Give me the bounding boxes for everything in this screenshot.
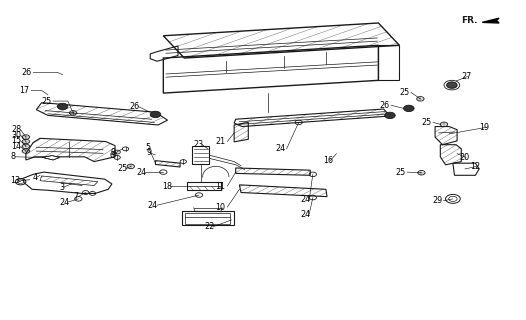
Circle shape [150,111,161,118]
Text: 25: 25 [396,168,406,177]
Text: 25: 25 [400,88,410,97]
Circle shape [447,82,457,88]
Text: 24: 24 [59,197,69,206]
Text: 9: 9 [111,148,116,157]
Text: 14: 14 [11,142,21,151]
Text: 15: 15 [11,136,22,145]
Text: 26: 26 [129,102,139,111]
Circle shape [403,105,414,112]
Text: 6: 6 [110,151,115,160]
Text: 3: 3 [59,183,65,192]
Text: 7: 7 [73,192,78,201]
Text: 26: 26 [380,101,390,110]
Text: 23: 23 [194,140,204,149]
Text: 12: 12 [470,162,480,171]
Text: 25: 25 [422,118,432,127]
Text: 19: 19 [479,123,489,132]
Polygon shape [43,156,59,160]
Text: FR.: FR. [461,16,478,25]
Text: 25: 25 [117,164,127,173]
Text: 24: 24 [148,201,158,210]
Text: 4: 4 [32,173,37,182]
Circle shape [57,103,68,110]
Text: 24: 24 [136,168,146,177]
Text: 24: 24 [301,210,311,219]
Text: 28: 28 [11,125,22,134]
Text: 21: 21 [215,137,225,146]
Text: 11: 11 [215,182,225,191]
Text: 17: 17 [19,86,29,95]
Text: 9: 9 [147,148,151,157]
Text: 24: 24 [275,144,285,153]
Text: 22: 22 [204,222,215,231]
Polygon shape [482,18,499,23]
Text: 26: 26 [21,68,31,77]
Text: 10: 10 [215,203,225,212]
Circle shape [385,112,395,119]
Text: 5: 5 [145,143,150,152]
Text: 8: 8 [10,152,15,161]
Text: 16: 16 [323,156,333,165]
Text: 27: 27 [461,72,471,81]
Text: 30: 30 [11,131,21,140]
Text: 20: 20 [460,153,470,162]
Text: 24: 24 [301,195,311,204]
Text: 18: 18 [163,182,173,191]
Text: 25: 25 [42,97,52,106]
Text: 13: 13 [10,176,20,185]
Text: 29: 29 [432,196,442,205]
